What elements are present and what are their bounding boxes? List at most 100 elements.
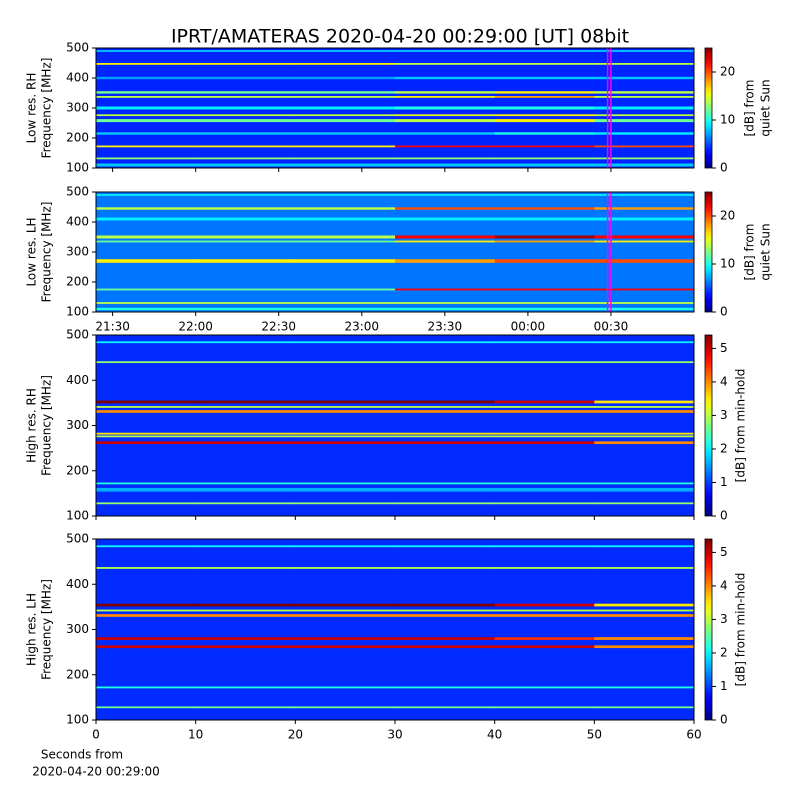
heatmap-cell	[494, 145, 595, 148]
heatmap-cell	[195, 482, 296, 485]
heatmap-cell	[494, 361, 595, 364]
heatmap-cell	[96, 50, 197, 52]
heatmap-cell	[195, 410, 296, 413]
heatmap-cell	[96, 163, 197, 167]
colorbar-tick-label: 0	[720, 509, 728, 523]
heatmap-cell	[594, 217, 695, 221]
y-tick-label: 400	[66, 577, 89, 591]
heatmap-cell	[96, 76, 197, 80]
heatmap-cell	[295, 307, 396, 311]
heatmap-cell	[96, 361, 197, 364]
heatmap-cell	[195, 545, 296, 548]
heatmap-cell	[494, 400, 595, 404]
heatmap-cell	[295, 145, 396, 148]
heatmap-cell	[494, 50, 595, 52]
heatmap-cell	[96, 157, 197, 160]
colorbar-tick-label: 10	[720, 257, 735, 271]
heatmap-cell	[195, 145, 296, 148]
heatmap-cell	[96, 132, 197, 135]
heatmap-cell	[195, 400, 296, 404]
colorbar-tick-label: 1	[720, 475, 728, 489]
heatmap-cell	[195, 76, 296, 80]
heatmap-cell	[96, 194, 197, 196]
heatmap-cell	[295, 686, 396, 689]
heatmap-cell	[295, 341, 396, 344]
y-tick-label: 500	[66, 185, 89, 199]
heatmap-cell	[395, 645, 496, 649]
heatmap-cell	[195, 96, 296, 98]
heatmap-cell	[195, 441, 296, 445]
heatmap-cell	[295, 614, 396, 617]
heatmap-cell	[395, 637, 496, 640]
heatmap-cell	[195, 217, 296, 221]
heatmap-cell	[494, 302, 595, 304]
y-tick-label: 400	[66, 215, 89, 229]
heatmap-cell	[395, 207, 496, 210]
y-tick-label: 200	[66, 275, 89, 289]
heatmap-cell	[594, 487, 695, 492]
heatmap-cell	[295, 706, 396, 709]
heatmap-cell	[494, 132, 595, 135]
heatmap-cell	[195, 686, 296, 689]
y-tick-label: 200	[66, 463, 89, 477]
heatmap-cell	[395, 441, 496, 445]
heatmap-cell	[195, 502, 296, 505]
heatmap-cell	[295, 482, 396, 485]
heatmap-cell	[594, 361, 695, 364]
heatmap-cell	[395, 157, 496, 160]
heatmap-cell	[295, 157, 396, 160]
y-tick-label: 200	[66, 667, 89, 681]
heatmap-cell	[96, 686, 197, 689]
heatmap-cell	[494, 637, 595, 640]
heatmap-cell	[594, 157, 695, 160]
heatmap-cell	[96, 288, 197, 291]
colorbar-label: [dB] from	[743, 80, 757, 137]
heatmap-cell	[594, 545, 695, 548]
heatmap-cell	[96, 307, 197, 311]
heatmap-cell	[96, 482, 197, 485]
heatmap-cell	[494, 119, 595, 123]
heatmap-cell	[96, 545, 197, 548]
heatmap-background	[96, 539, 694, 720]
y-tick-label: 100	[66, 713, 89, 727]
colorbar-tick-label: 20	[720, 65, 735, 79]
heatmap-cell	[594, 406, 695, 408]
heatmap-cell	[594, 706, 695, 709]
heatmap-cell	[395, 240, 496, 243]
heatmap-cell	[395, 410, 496, 413]
heatmap-cell	[494, 432, 595, 435]
heatmap-cell	[295, 259, 396, 263]
heatmap-cell	[96, 502, 197, 505]
y-tick-label: 100	[66, 161, 89, 175]
x-tick-label: 21:30	[95, 320, 130, 334]
heatmap-cell	[395, 502, 496, 505]
heatmap-cell	[494, 706, 595, 709]
heatmap-cell	[494, 259, 595, 263]
colorbar-label: quiet Sun	[759, 79, 773, 136]
heatmap-cell	[295, 50, 396, 52]
heatmap-cell	[594, 645, 695, 649]
heatmap-cell	[295, 637, 396, 640]
heatmap-cell	[594, 259, 695, 263]
x-tick-label: 00:00	[511, 320, 546, 334]
heatmap-cell	[195, 240, 296, 243]
heatmap-cell	[195, 163, 296, 167]
heatmap-cell	[96, 432, 197, 435]
heatmap-cell	[395, 50, 496, 52]
heatmap-cell	[594, 194, 695, 196]
heatmap-cell	[494, 645, 595, 649]
heatmap-cell	[594, 603, 695, 607]
x-tick-label: 23:00	[344, 320, 379, 334]
y-axis-label: Frequency [MHz]	[40, 58, 54, 159]
colorbar-tick-label: 2	[720, 645, 728, 659]
heatmap-cell	[594, 502, 695, 505]
heatmap-cell	[395, 603, 496, 607]
x-axis-label: 2020-04-20 00:29:00	[32, 765, 159, 779]
heatmap-cell	[195, 302, 296, 304]
heatmap-cell	[295, 406, 396, 408]
heatmap-cell	[594, 482, 695, 485]
heatmap-cell	[96, 567, 197, 569]
heatmap-cell	[195, 106, 296, 110]
heatmap-cell	[295, 207, 396, 210]
